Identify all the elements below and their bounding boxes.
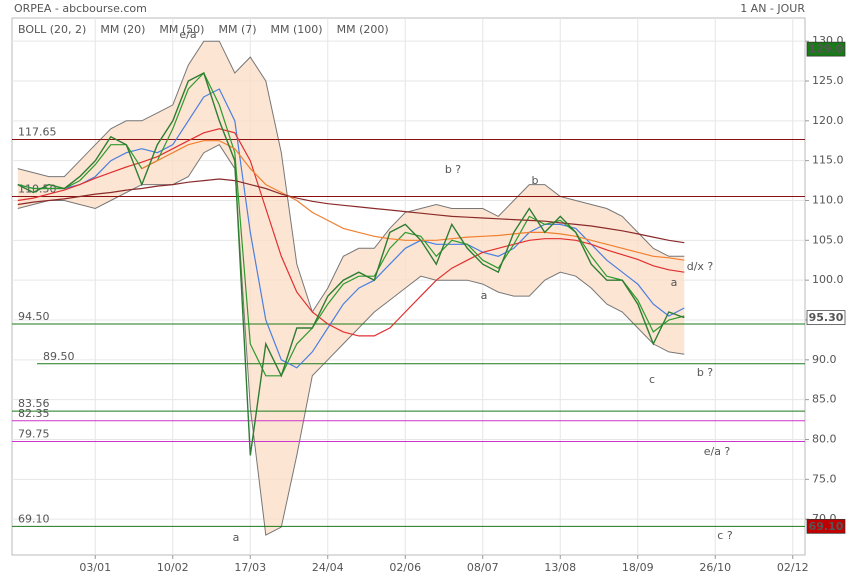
y-tick-label: 100.0 [812,273,844,286]
legend-entry: MM (100) [271,23,323,36]
price-tag-label: 129.0 [809,43,844,56]
legend-entry: BOLL (20, 2) [18,23,86,36]
x-tick-label: 26/10 [699,561,731,574]
x-tick-label: 02/06 [389,561,421,574]
legend-entry: MM (50) [159,23,204,36]
level-label: 69.10 [18,512,50,525]
plot-frame [11,17,806,556]
x-tick-label: 13/08 [544,561,576,574]
wave-label: b ? [697,366,713,379]
y-tick-label: 120.0 [812,114,844,127]
y-tick-label: 105.0 [812,233,844,246]
bollinger-upper [17,40,685,314]
chart-subtitle: 1 AN - JOUR [740,2,805,15]
price-tag [806,518,846,534]
price-line [17,71,685,456]
legend-entry: MM (200) [337,23,389,36]
price-tag-label: 95.30 [809,311,844,324]
legend-entry: MM (7) [218,23,256,36]
wave-label: c [649,373,655,386]
moving-average [17,128,685,337]
wave-label: b [532,174,539,187]
price-tag [806,310,846,325]
price-tag [806,41,846,57]
moving-average [17,178,685,244]
legend-entry: MM (20) [100,23,145,36]
moving-average [141,140,685,261]
level-label: 89.50 [43,350,75,363]
bollinger-lower [17,144,685,536]
level-label: 117.65 [18,126,57,139]
x-tick-label: 17/03 [234,561,266,574]
y-tick-label: 90.0 [812,353,837,366]
bollinger-area [17,41,685,536]
wave-label: c ? [717,529,733,542]
level-label: 79.75 [18,427,50,440]
wave-label: a [481,289,488,302]
y-tick-label: 115.0 [812,154,844,167]
y-tick-label: 85.0 [812,393,837,406]
wave-label: e/a ? [704,445,731,458]
x-tick-label: 18/09 [622,561,654,574]
wave-label: b ? [445,163,461,176]
wave-label: d/x ? [687,260,714,273]
y-tick-label: 125.0 [812,74,844,87]
y-tick-label: 75.0 [812,472,837,485]
chart-title: ORPEA - abcbourse.com [14,2,147,15]
wave-label: e/a [179,28,196,41]
wave-label: a [233,531,240,544]
wave-label: a [671,276,678,289]
level-label: 83.56 [18,397,50,410]
level-label: 82.35 [18,407,50,420]
level-label: 94.50 [18,310,50,323]
y-tick-label: 80.0 [812,432,837,445]
x-tick-label: 02/12 [777,561,809,574]
y-tick-label: 110.0 [812,193,844,206]
x-tick-label: 03/01 [79,561,111,574]
x-tick-label: 08/07 [467,561,499,574]
x-tick-label: 24/04 [312,561,344,574]
price-tag-label: 69.10 [809,520,844,533]
x-tick-label: 10/02 [157,561,189,574]
